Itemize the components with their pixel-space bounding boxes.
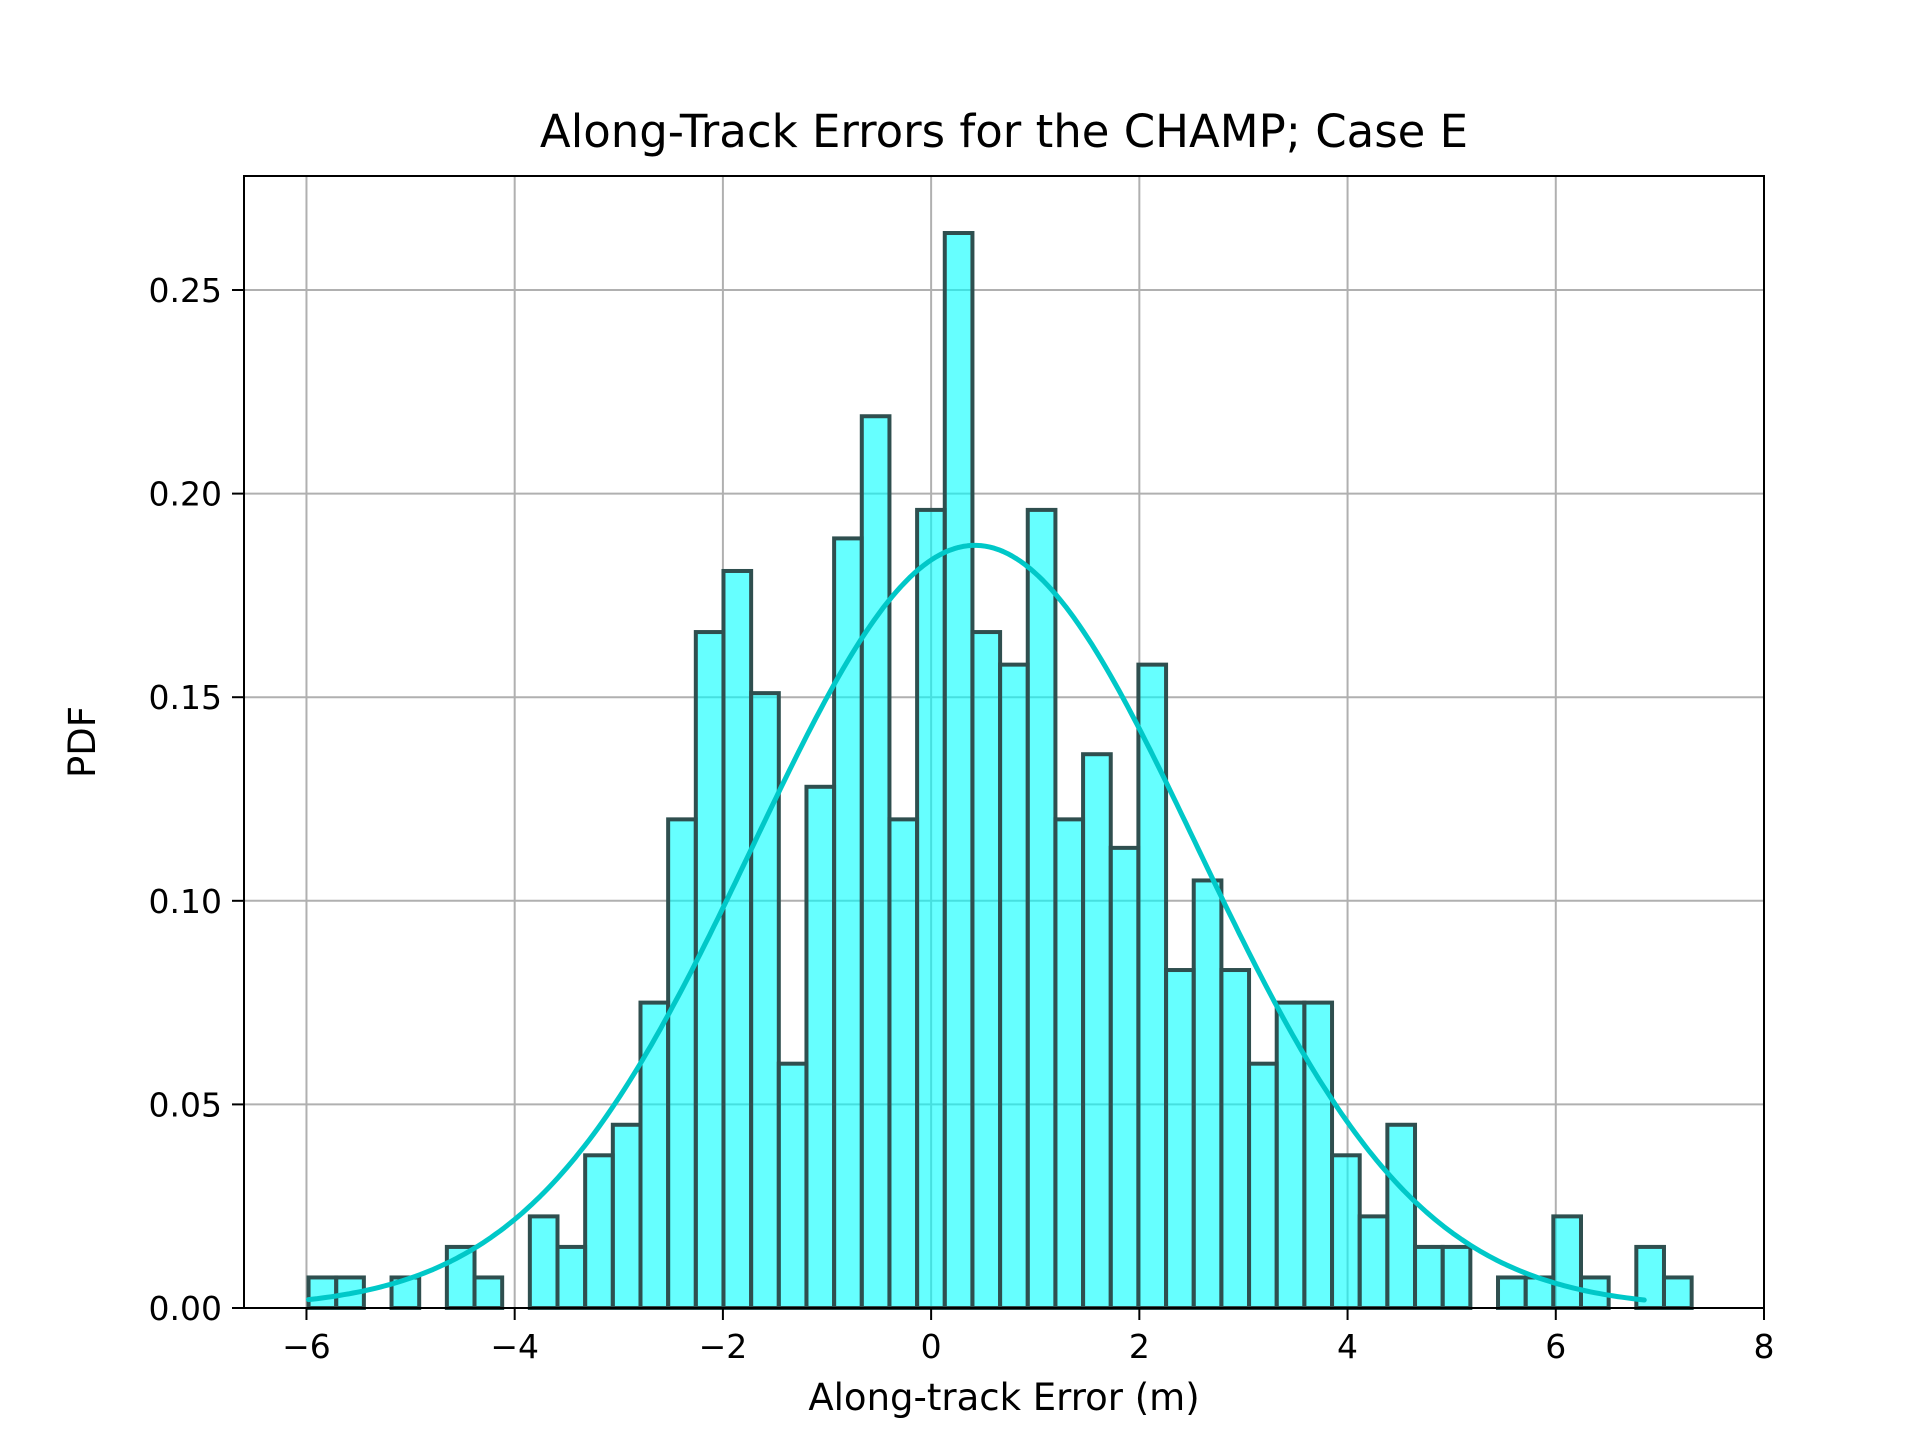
histogram-bar [1164,968,1196,1310]
histogram-bar [1136,662,1169,1310]
histogram-bar [693,630,726,1310]
histogram-bars [306,231,1694,1311]
plot-frame [243,175,1765,1309]
histogram-bar [804,784,837,1310]
x-tick-label: −4 [490,1327,539,1366]
histogram-bar [1413,1244,1445,1311]
x-axis-label: Along-track Error (m) [808,1376,1199,1419]
histogram-bar [1496,1275,1528,1311]
histogram-bar [666,817,698,1310]
x-tick-label: −6 [282,1327,331,1366]
histogram-bar [887,817,920,1310]
x-tick-label: 8 [1754,1327,1775,1366]
y-axis-label: PDF [61,706,104,778]
x-tick-label: 6 [1545,1327,1566,1366]
histogram-bar [555,1244,588,1311]
histogram-bar [832,536,864,1310]
histogram-bar [1357,1214,1390,1311]
y-tick-label: 0.00 [149,1289,222,1328]
chart-title: Along-Track Errors for the CHAMP; Case E [540,105,1468,158]
x-tick-label: 0 [921,1327,942,1366]
y-tick-label: 0.25 [149,271,222,310]
histogram-bar [1247,1061,1279,1311]
histogram-bar [970,630,1003,1310]
histogram-bar [527,1214,560,1311]
histogram-bar [1219,968,1252,1310]
histogram-bar [776,1061,809,1311]
histogram-bar [1302,1000,1335,1310]
normal-fit-curve [306,542,1647,1303]
x-tick-label: −2 [699,1327,748,1366]
histogram-bar [1025,507,1058,1310]
y-tick-label: 0.05 [149,1085,222,1124]
histogram-bar [749,691,781,1310]
histogram-bar [1661,1275,1694,1311]
histogram-bar [472,1275,505,1311]
histogram-bar [1385,1122,1418,1310]
histogram-bar [583,1153,615,1310]
histogram-bar [1440,1244,1473,1311]
histogram-bar [1330,1153,1362,1310]
histogram-bar [1551,1214,1583,1311]
histogram-bar [1053,817,1086,1310]
x-axis-ticks: −6 −4 −2 0 2 4 6 8 [282,1308,1775,1366]
y-tick-label: 0.15 [149,678,222,717]
y-tick-label: 0.10 [149,882,222,921]
histogram-bar [1108,845,1141,1310]
histogram-bar [610,1122,643,1310]
histogram-bar [721,568,754,1310]
histogram-bar [859,414,892,1310]
x-tick-label: 2 [1129,1327,1150,1366]
histogram-bar [1191,878,1224,1310]
histogram-bar [1081,752,1113,1310]
histogram-bar [915,507,947,1310]
y-axis-ticks: 0.00 0.05 0.10 0.15 0.20 0.25 [149,271,244,1328]
histogram-bar [998,662,1030,1310]
histogram-bar [638,1000,671,1310]
y-tick-label: 0.20 [149,475,222,514]
x-tick-label: 4 [1337,1327,1358,1366]
histogram-bar [306,1275,339,1311]
histogram-bar [942,231,975,1310]
